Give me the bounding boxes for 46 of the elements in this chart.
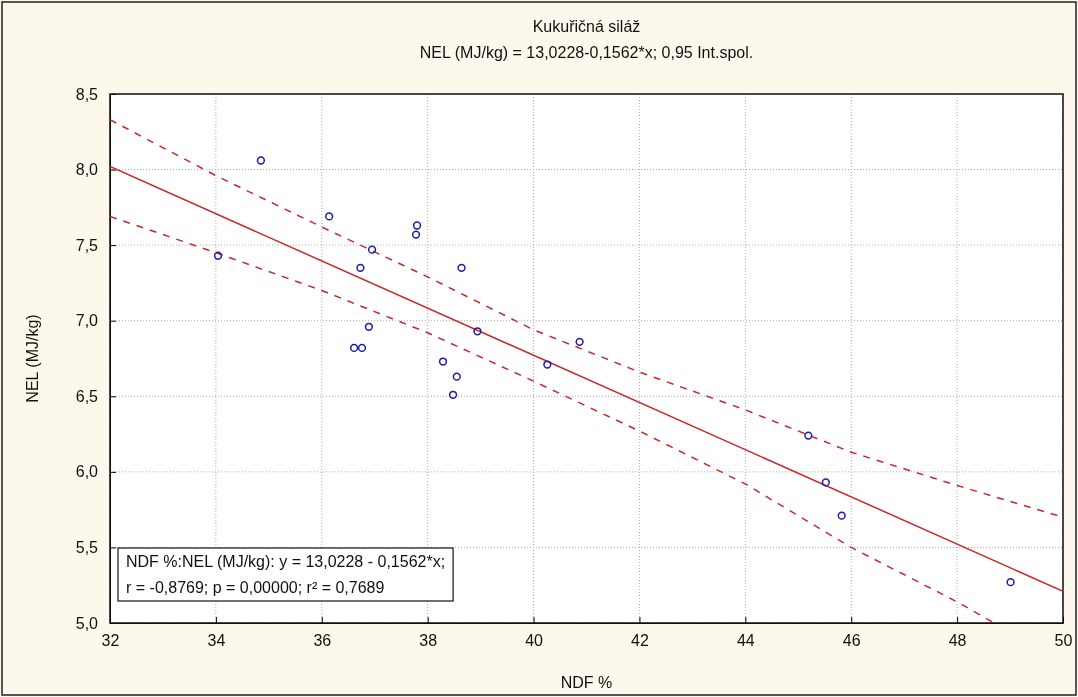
y-tick-label: 7,0 (75, 312, 99, 330)
point (213, 251, 223, 260)
x-axis-title: NDF % (560, 674, 613, 691)
point (457, 263, 466, 272)
x-tick-label: 40 (525, 632, 544, 650)
x-tick-label: 48 (948, 632, 967, 650)
point (575, 337, 584, 346)
y-axis-title: NEL (MJ/kg) (24, 314, 41, 403)
y-tick-label: 8,5 (75, 85, 99, 103)
x-tick-label: 34 (207, 632, 226, 650)
y-tick-label: 7,5 (75, 236, 99, 254)
point (438, 357, 448, 366)
y-tick-label: 5,0 (75, 614, 99, 632)
x-tick-label: 38 (419, 632, 438, 650)
point (837, 511, 846, 520)
point (412, 221, 422, 230)
x-tick-label: 46 (842, 632, 861, 650)
chart-subtitle: NEL (MJ/kg) = 13,0228-0,1562*x; 0,95 Int.spol. (419, 44, 754, 61)
y-tick-label: 6,0 (75, 463, 99, 481)
point (367, 245, 377, 254)
point (452, 372, 461, 381)
point (473, 327, 482, 336)
point (325, 212, 334, 221)
y-tick-label: 8,0 (75, 161, 99, 179)
point (448, 390, 458, 399)
x-tick-label: 36 (313, 632, 332, 650)
point (256, 156, 266, 165)
point (821, 478, 830, 487)
point (349, 343, 359, 353)
line-series (110, 215, 995, 623)
point (1006, 578, 1015, 587)
x-tick-label: 32 (101, 632, 120, 650)
point (543, 360, 552, 369)
point (357, 343, 367, 353)
point (804, 431, 813, 440)
chart-title: Kukuřičná siláž (532, 18, 641, 35)
x-tick-label: 42 (631, 632, 649, 650)
x-tick-label: 50 (1054, 632, 1073, 650)
point (411, 230, 421, 239)
y-tick-label: 6,5 (75, 387, 99, 405)
annotation: r = -0,8769; p = 0,00000; r² = 0,7689 (126, 579, 385, 596)
y-tick-label: 5,5 (75, 539, 99, 557)
point (356, 263, 365, 272)
annotation: NDF %:NEL (MJ/kg): y = 13,0228 - 0,1562*x; (126, 553, 446, 570)
x-tick-label: 44 (736, 632, 755, 650)
point (364, 322, 374, 331)
